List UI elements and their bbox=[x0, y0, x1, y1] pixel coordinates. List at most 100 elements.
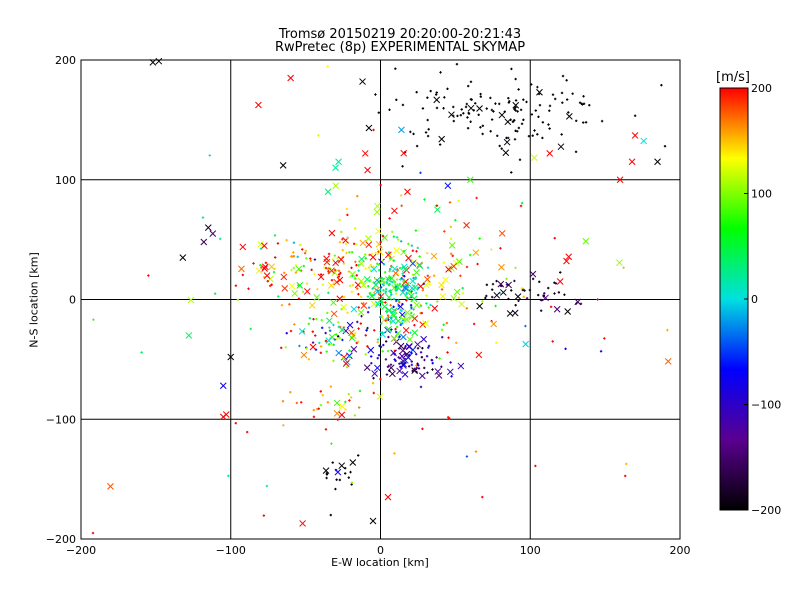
data-point-cross bbox=[442, 276, 449, 284]
data-point bbox=[582, 95, 585, 98]
data-point-cross bbox=[400, 263, 408, 271]
data-point-cross bbox=[313, 294, 321, 301]
data-point-cross bbox=[268, 263, 275, 271]
data-point bbox=[381, 331, 384, 334]
y-tick-label: −200 bbox=[46, 533, 76, 546]
data-point bbox=[317, 407, 320, 410]
data-point bbox=[373, 329, 376, 332]
x-tick-label: 100 bbox=[520, 544, 541, 557]
data-point-cross bbox=[281, 285, 289, 292]
data-point bbox=[485, 283, 489, 286]
data-point-cross bbox=[299, 520, 306, 527]
data-point bbox=[402, 278, 406, 282]
data-point bbox=[325, 350, 328, 353]
data-point bbox=[409, 303, 413, 307]
data-point bbox=[352, 242, 356, 246]
data-point bbox=[426, 252, 429, 255]
data-point bbox=[339, 271, 342, 275]
data-point-cross bbox=[342, 327, 350, 335]
data-point bbox=[355, 274, 358, 277]
data-point bbox=[388, 217, 391, 220]
data-point-cross bbox=[308, 301, 316, 309]
data-point-cross bbox=[438, 135, 446, 143]
data-point bbox=[406, 297, 410, 301]
data-point bbox=[443, 230, 446, 233]
data-point bbox=[382, 284, 385, 287]
data-point-cross bbox=[616, 176, 624, 184]
data-point bbox=[449, 361, 452, 364]
data-point bbox=[344, 408, 347, 411]
data-point-cross bbox=[349, 459, 357, 466]
data-point bbox=[410, 363, 414, 367]
data-point bbox=[395, 98, 398, 102]
data-point bbox=[524, 324, 527, 328]
data-point bbox=[346, 311, 349, 315]
data-point bbox=[413, 367, 416, 371]
data-point bbox=[415, 90, 418, 94]
data-point bbox=[400, 204, 403, 207]
data-point bbox=[433, 274, 436, 277]
data-point-cross bbox=[433, 96, 441, 104]
data-point bbox=[298, 243, 302, 247]
data-point bbox=[469, 80, 473, 83]
data-point bbox=[412, 132, 415, 136]
data-point bbox=[364, 257, 367, 260]
data-point bbox=[522, 295, 525, 299]
data-point bbox=[421, 289, 425, 292]
data-point bbox=[393, 452, 396, 455]
data-point bbox=[396, 283, 399, 286]
data-point bbox=[343, 295, 346, 299]
data-point bbox=[538, 280, 541, 283]
data-point bbox=[328, 326, 331, 329]
data-point bbox=[332, 343, 335, 346]
data-point bbox=[387, 276, 391, 279]
data-point bbox=[364, 334, 367, 337]
data-point-cross bbox=[505, 281, 512, 289]
data-point bbox=[410, 360, 413, 363]
colorbar-tick-label: −100 bbox=[751, 399, 781, 412]
data-point bbox=[366, 295, 370, 298]
data-point bbox=[541, 121, 545, 124]
data-point bbox=[376, 262, 379, 265]
data-point bbox=[303, 251, 307, 255]
data-point bbox=[396, 272, 400, 276]
data-point bbox=[390, 328, 393, 331]
data-point-cross bbox=[365, 124, 373, 132]
data-point bbox=[390, 316, 393, 320]
y-tick-label: 200 bbox=[55, 54, 76, 67]
data-point bbox=[415, 250, 418, 253]
data-point bbox=[353, 414, 357, 417]
data-point-cross bbox=[330, 310, 338, 318]
data-point bbox=[357, 292, 360, 296]
data-point bbox=[276, 242, 280, 245]
data-point bbox=[514, 99, 518, 102]
data-point bbox=[479, 92, 482, 96]
data-point-cross bbox=[403, 284, 410, 292]
data-point-cross bbox=[371, 370, 379, 377]
data-point-cross bbox=[349, 270, 356, 278]
data-point bbox=[533, 129, 536, 132]
data-point-cross bbox=[557, 143, 565, 151]
data-point bbox=[536, 85, 539, 89]
data-point bbox=[350, 250, 354, 254]
data-point-cross bbox=[420, 335, 428, 343]
data-point-cross bbox=[375, 227, 382, 235]
data-point bbox=[358, 406, 361, 409]
data-point-cross bbox=[187, 296, 195, 304]
data-point-cross bbox=[457, 362, 465, 370]
data-point bbox=[389, 291, 393, 294]
data-point bbox=[407, 242, 410, 246]
data-point-cross bbox=[616, 259, 623, 267]
data-point bbox=[490, 248, 493, 251]
data-point bbox=[390, 265, 393, 269]
data-point-cross bbox=[394, 283, 401, 291]
data-point bbox=[431, 368, 434, 371]
data-point bbox=[294, 263, 298, 267]
data-point bbox=[452, 105, 455, 109]
data-point bbox=[332, 323, 335, 327]
data-point-cross bbox=[261, 265, 268, 272]
data-point bbox=[280, 346, 283, 350]
data-point bbox=[398, 362, 401, 365]
data-point bbox=[599, 350, 603, 353]
data-point bbox=[514, 109, 517, 112]
